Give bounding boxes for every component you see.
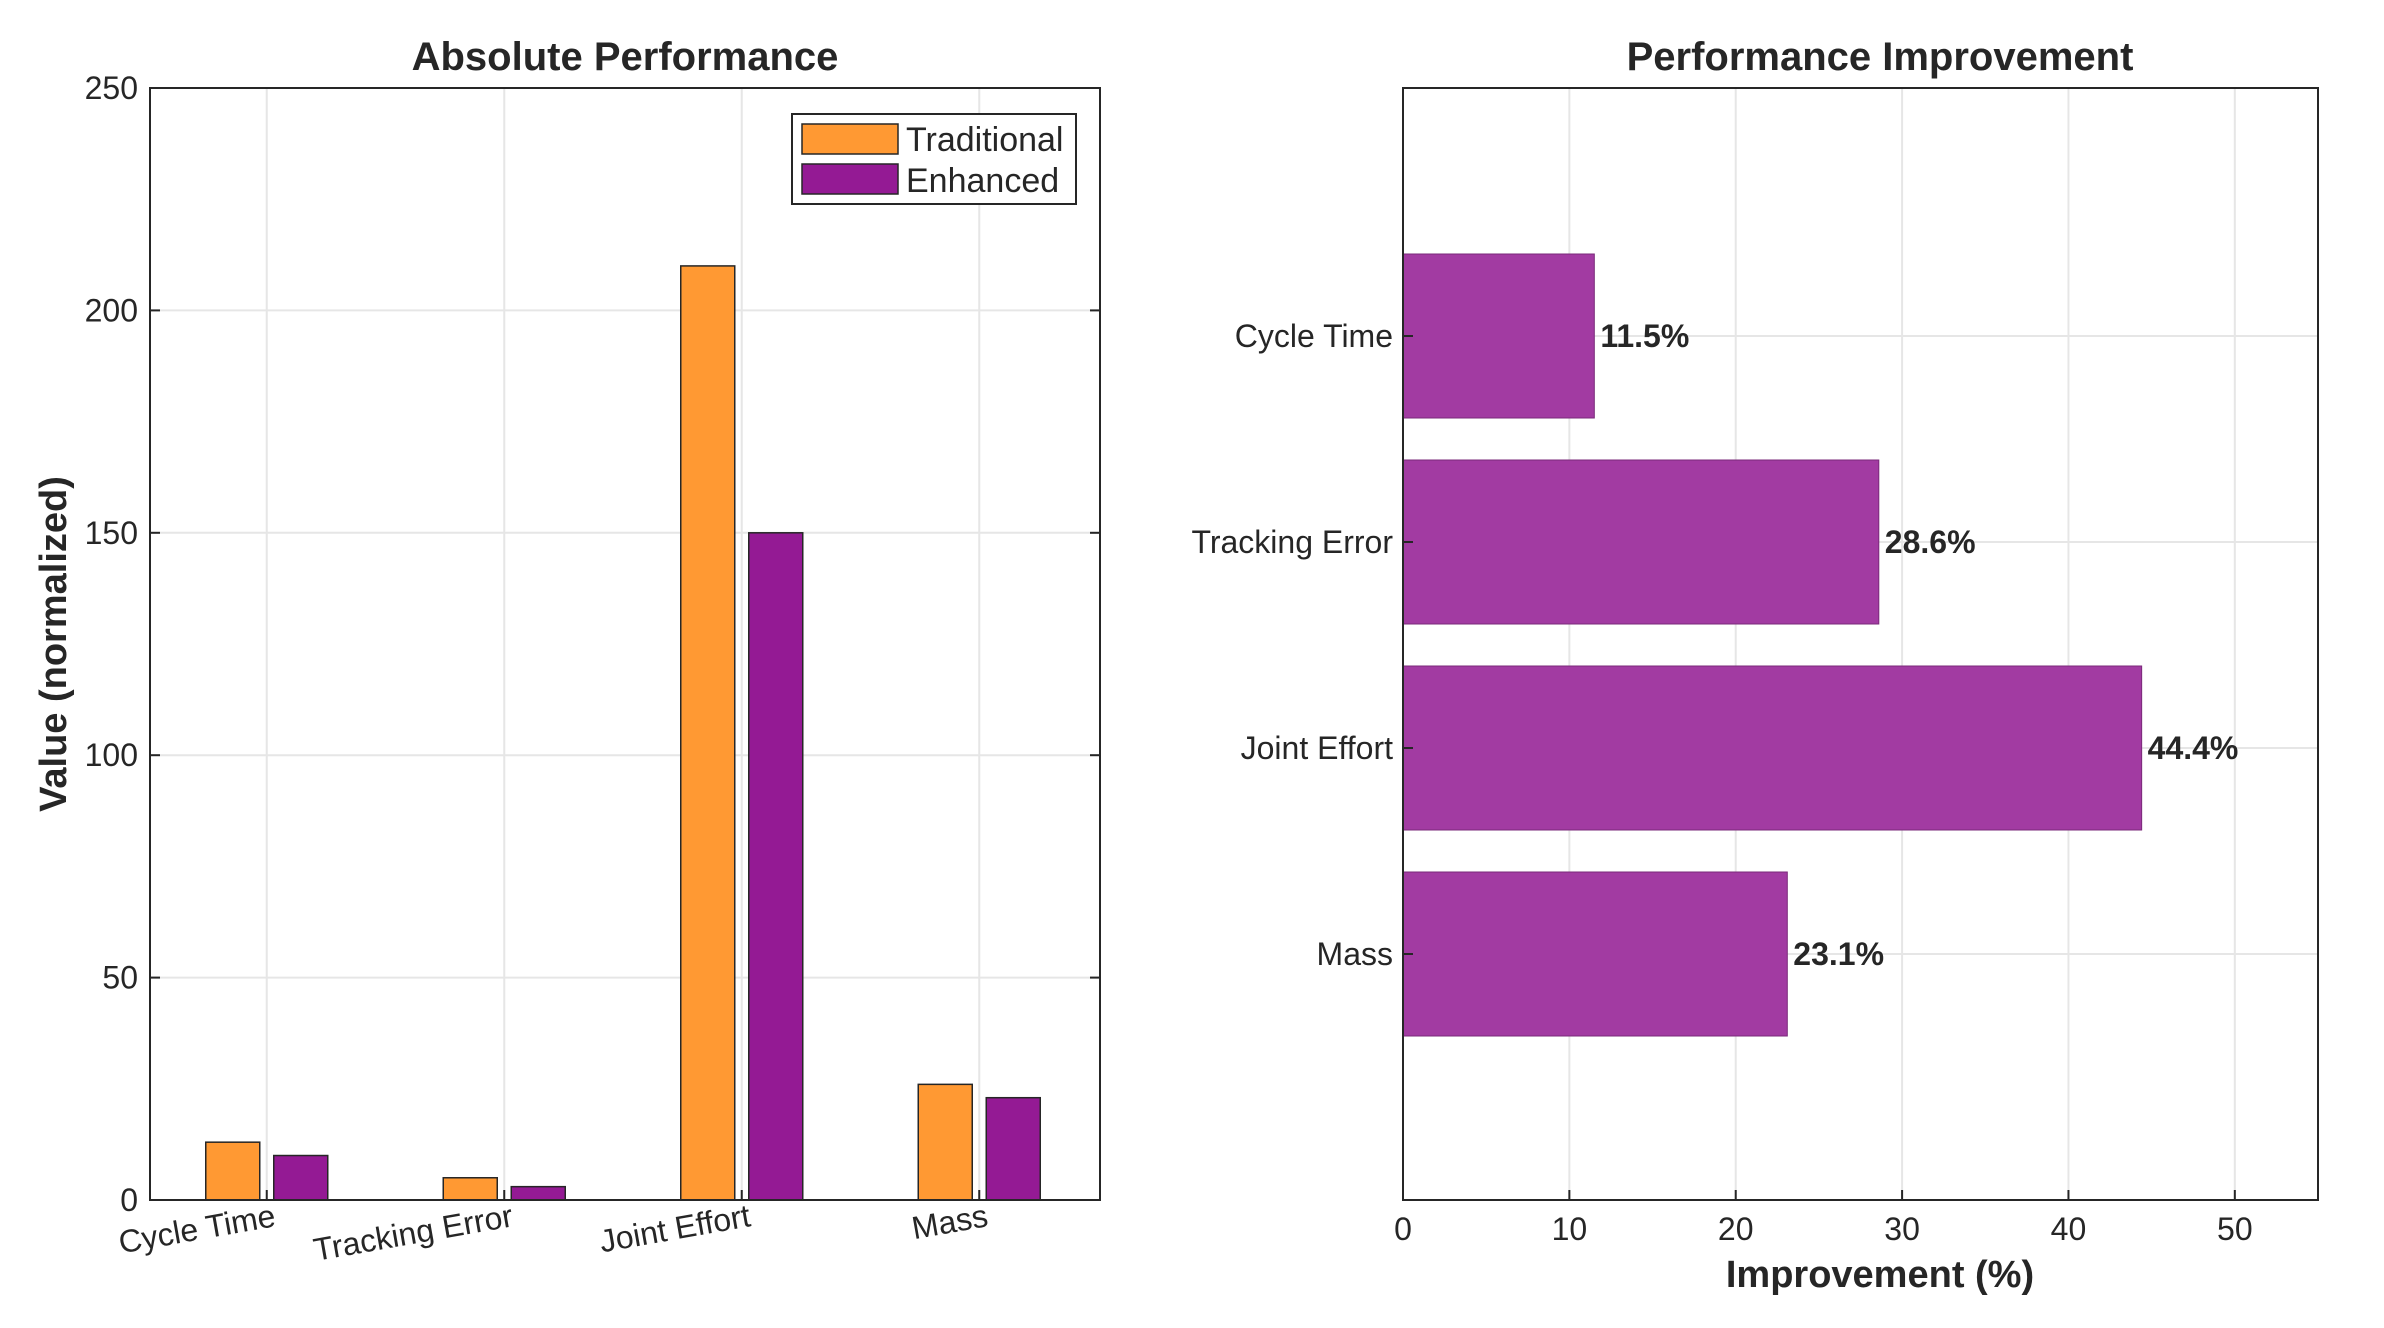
left-x-tick-label: Cycle Time xyxy=(116,1197,278,1260)
bar-traditional-cycle-time xyxy=(205,1141,261,1201)
right-y-tick-label: Tracking Error xyxy=(1191,524,1393,560)
left-plot-area xyxy=(150,88,1100,1200)
right-y-tick-label: Mass xyxy=(1317,936,1393,972)
performance-improvement-chart: 11.5% 28.6% 44.4% 23.1% 0 10 20 30 40 50 Cycle T… xyxy=(1191,35,2319,1296)
left-y-tick-label: 150 xyxy=(85,515,138,551)
right-y-tick-label: Cycle Time xyxy=(1235,318,1393,354)
right-x-tick-label: 30 xyxy=(1884,1211,1920,1247)
improvement-value-label: 11.5% xyxy=(1600,318,1689,354)
right-x-axis-label: Improvement (%) xyxy=(1726,1254,2034,1296)
right-x-tick-label: 10 xyxy=(1552,1211,1588,1247)
bar-enhanced-tracking-error xyxy=(510,1185,566,1201)
right-y-tick-label: Joint Effort xyxy=(1241,730,1393,766)
right-axes-box xyxy=(1402,87,2319,1201)
right-x-ticks: 0 10 20 30 40 50 xyxy=(1394,1190,2253,1247)
legend: Traditional Enhanced xyxy=(791,113,1077,205)
absolute-performance-chart: 0 50 100 150 200 250 Cycle Time Tracking Error… xyxy=(33,35,1101,1268)
left-y-tick-label: 200 xyxy=(85,292,138,328)
right-chart-title: Performance Improvement xyxy=(1627,35,2134,79)
legend-label-traditional: Traditional xyxy=(906,121,1063,159)
improvement-value-label: 44.4% xyxy=(2148,730,2239,766)
improvement-bar-mass xyxy=(1402,871,1788,1037)
legend-swatch-enhanced xyxy=(801,163,899,195)
left-y-ticks: 0 50 100 150 200 250 xyxy=(85,70,1100,1218)
legend-label-enhanced: Enhanced xyxy=(906,162,1059,200)
left-y-tick-label: 50 xyxy=(102,960,138,996)
improvement-bar-tracking-error xyxy=(1402,459,1880,625)
left-x-tick-label: Tracking Error xyxy=(311,1197,516,1268)
left-y-axis-label: Value (normalized) xyxy=(33,476,75,812)
right-x-tick-label: 0 xyxy=(1394,1211,1412,1247)
left-y-tick-label: 250 xyxy=(85,70,138,106)
right-x-tick-label: 50 xyxy=(2217,1211,2253,1247)
bar-traditional-tracking-error xyxy=(442,1177,498,1201)
legend-swatch-traditional xyxy=(801,123,899,155)
improvement-bar-joint-effort xyxy=(1402,665,2143,831)
right-x-tick-label: 40 xyxy=(2051,1211,2087,1247)
left-x-tick-label: Mass xyxy=(909,1197,991,1246)
improvement-value-label: 28.6% xyxy=(1885,524,1976,560)
right-x-tick-label: 20 xyxy=(1718,1211,1754,1247)
right-y-ticks: Cycle Time Tracking Error Joint Effort Mass xyxy=(1191,318,1413,972)
bar-traditional-joint-effort xyxy=(680,265,736,1201)
bar-enhanced-joint-effort xyxy=(748,532,804,1201)
bar-enhanced-cycle-time xyxy=(273,1154,329,1201)
left-chart-title: Absolute Performance xyxy=(412,35,839,79)
improvement-bar-cycle-time xyxy=(1402,253,1595,419)
left-axes-box xyxy=(149,87,1101,1201)
bar-enhanced-mass xyxy=(985,1096,1041,1201)
left-y-tick-label: 0 xyxy=(120,1182,138,1218)
left-y-tick-label: 100 xyxy=(85,737,138,773)
right-bars: 11.5% 28.6% 44.4% 23.1% xyxy=(1402,253,2239,1037)
improvement-value-label: 23.1% xyxy=(1793,936,1884,972)
left-bars xyxy=(205,265,1041,1201)
left-x-ticks: Cycle Time Tracking Error Joint Effort Mass xyxy=(116,1190,991,1268)
left-x-tick-label: Joint Effort xyxy=(597,1197,753,1259)
bar-traditional-mass xyxy=(917,1083,973,1201)
